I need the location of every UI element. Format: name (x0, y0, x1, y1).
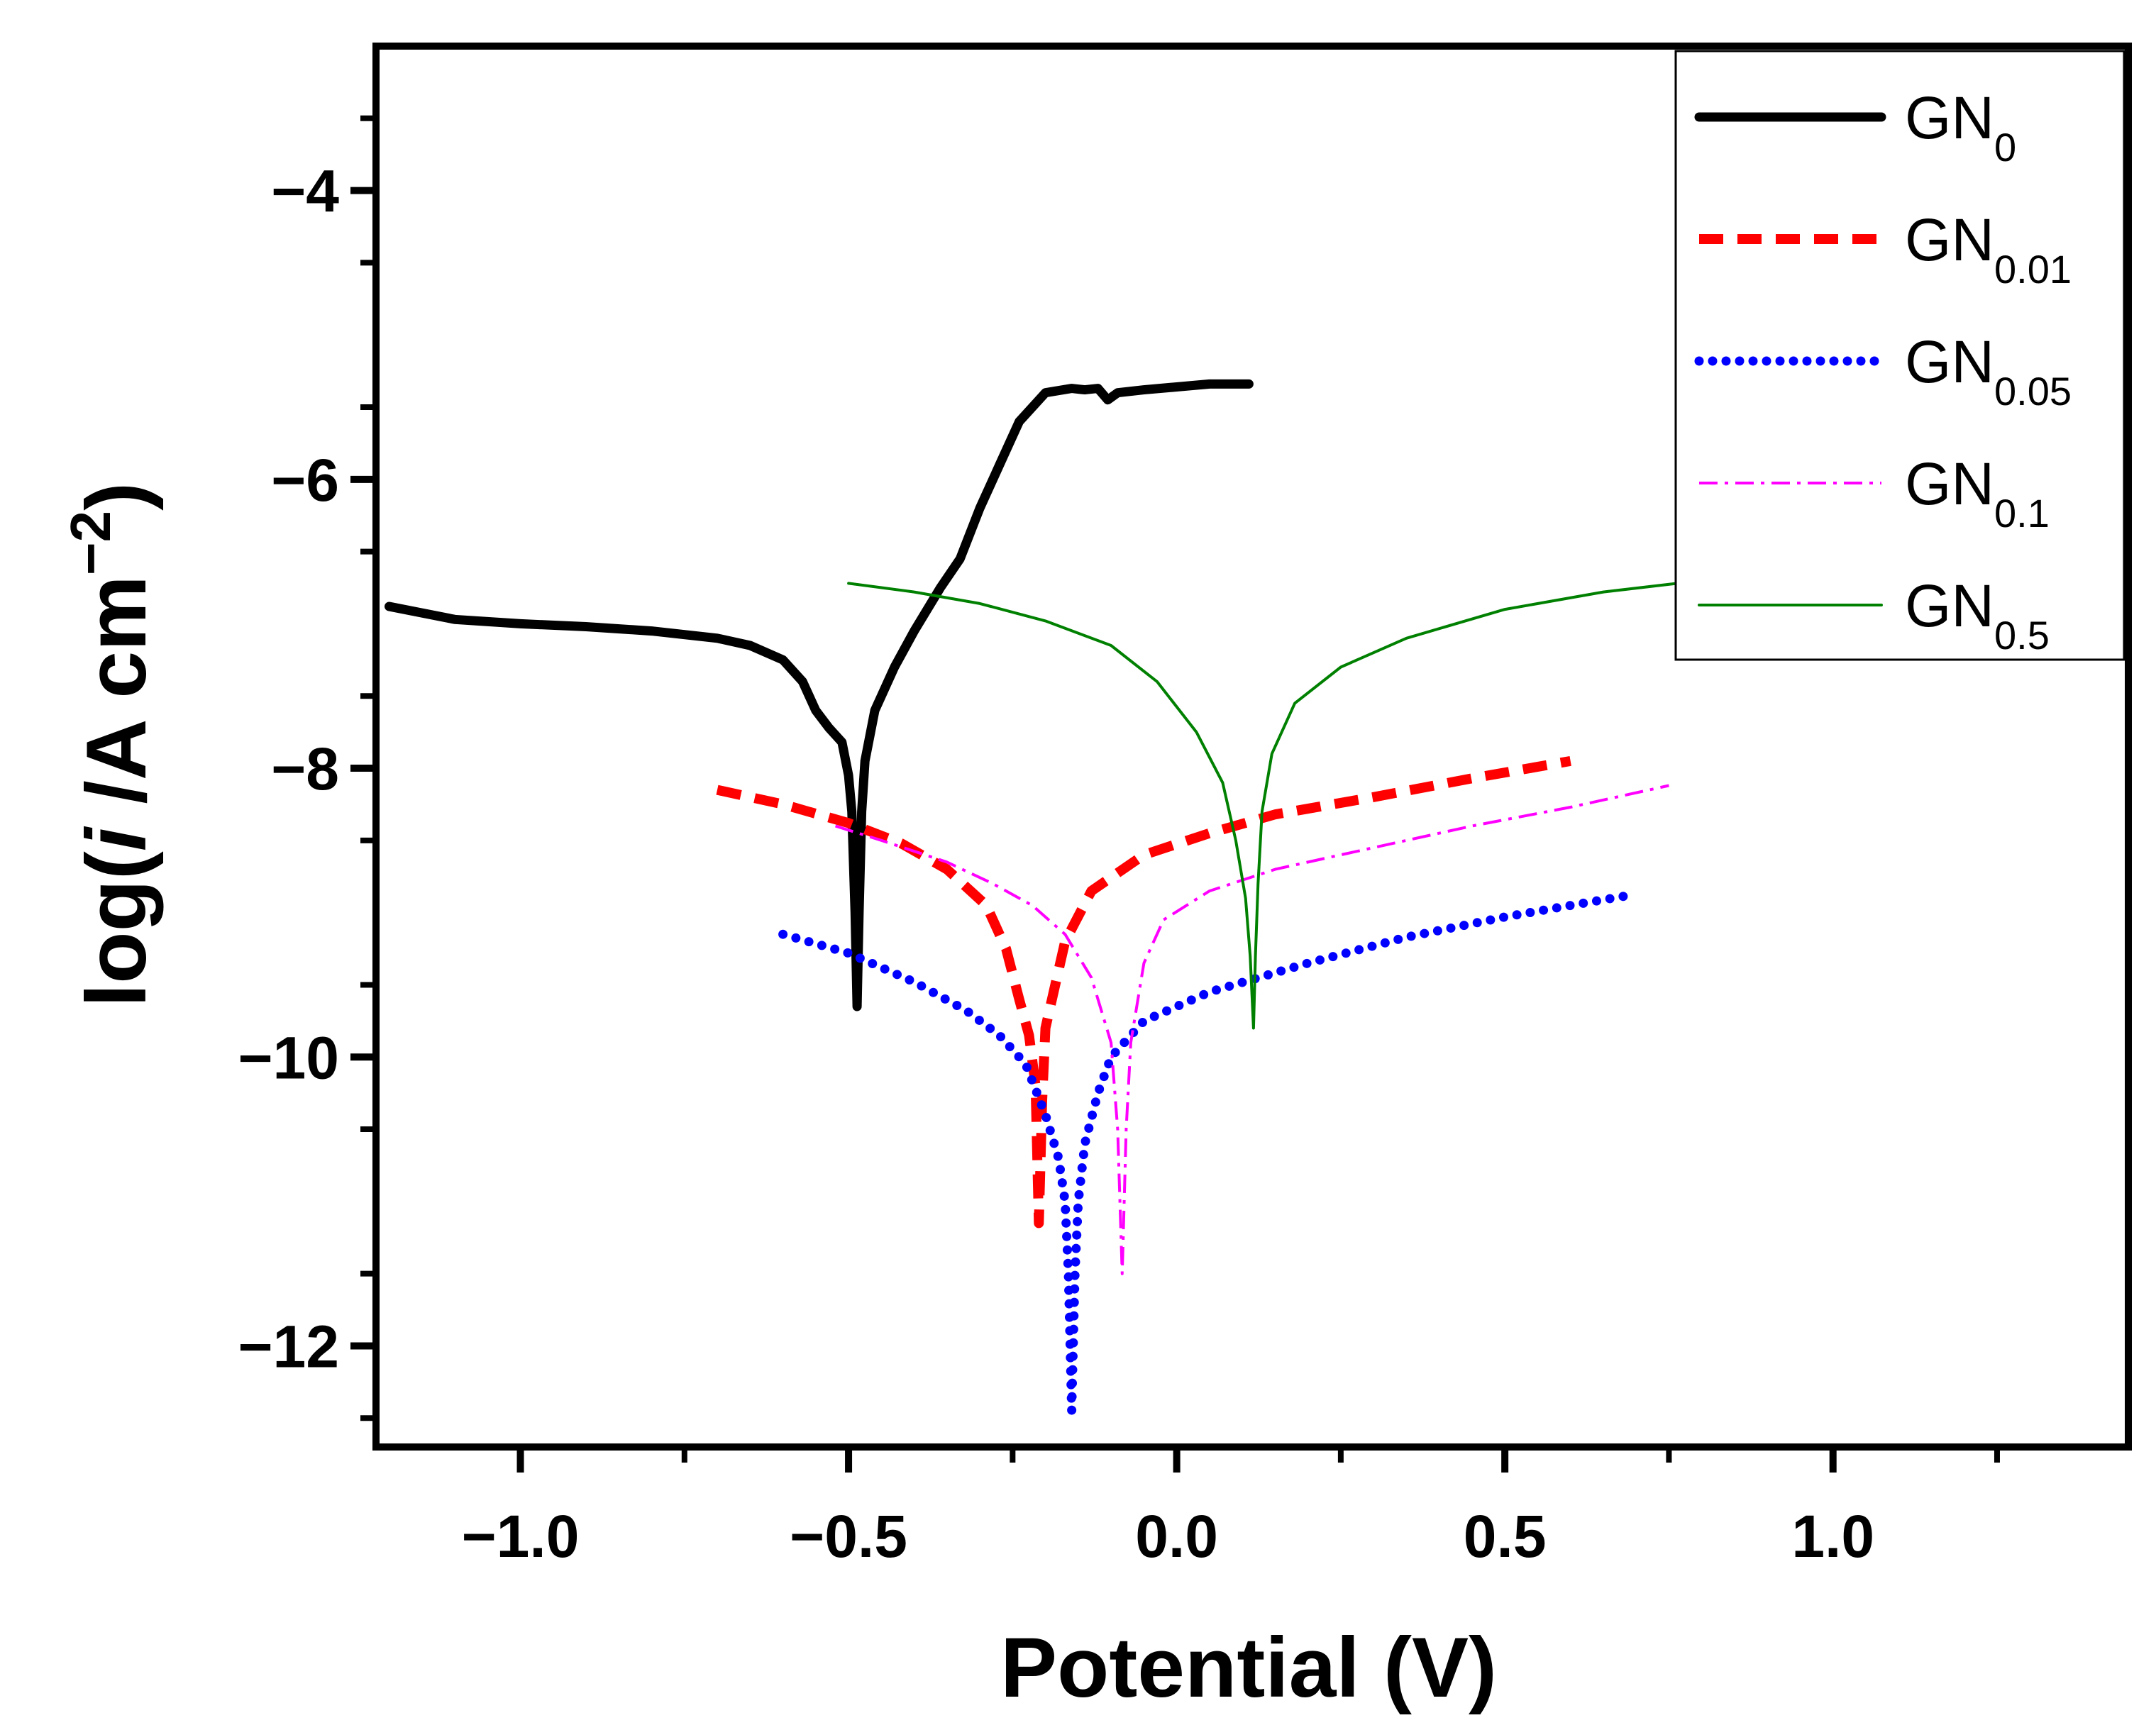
legend-label-base: GN (1905, 206, 1994, 273)
legend-label-base: GN (1905, 328, 1994, 395)
major-ticks (350, 187, 1837, 1473)
legend-label-subscript: 0 (1994, 125, 2016, 170)
series-line-0-05 (778, 890, 1635, 1416)
y-axis-title-prefix: log( (69, 851, 164, 1007)
y-tick-label: −12 (238, 1313, 340, 1380)
plot-frame (372, 43, 2132, 1451)
legend-label-subscript: 0.5 (1994, 613, 2050, 658)
legend-label-base: GN (1905, 84, 1994, 151)
y-axis-title-variable: i (69, 826, 164, 851)
series-line-0 (385, 379, 1254, 1011)
legend-label-subscript: 0.01 (1994, 247, 2072, 292)
y-tick-label: −4 (271, 158, 339, 225)
legend-label: GN0.5 (1905, 572, 2050, 658)
legend-label-subscript: 0.05 (1994, 369, 2072, 414)
x-tick-label: −1.0 (462, 1503, 580, 1570)
legend-box (1674, 50, 2125, 661)
x-tick-label: −0.5 (790, 1503, 907, 1570)
legend-label-subscript: 0.1 (1994, 491, 2050, 536)
y-axis-title-suffix: ) (69, 482, 164, 511)
legend-label: GN0.05 (1905, 328, 2072, 414)
series-layer (385, 379, 1703, 1416)
y-tick-label: −6 (271, 447, 339, 514)
x-tick-label: 0.0 (1135, 1503, 1218, 1570)
y-tick-label: −10 (238, 1024, 340, 1091)
y-axis-title: log(i /A cm−2) (59, 482, 164, 1007)
x-axis-title: Potential (V) (1000, 1620, 1497, 1715)
x-tick-label: 0.5 (1464, 1503, 1547, 1570)
y-axis-title-exponent: −2 (59, 511, 122, 575)
series-line-0-1 (835, 784, 1669, 1275)
legend-label: GN0 (1905, 84, 2016, 170)
series-line-0-01 (716, 756, 1571, 1229)
series-line-0-5 (847, 579, 1703, 1030)
y-axis-title-unit: /A cm (69, 575, 164, 828)
legend-label-base: GN (1905, 450, 1994, 517)
y-tick-label: −8 (271, 736, 339, 802)
legend-label: GN0.1 (1905, 450, 2050, 536)
legend-label: GN0.01 (1905, 206, 2072, 292)
x-tick-labels: −1.0 −0.5 0.0 0.5 1.0 (462, 1503, 1874, 1570)
x-tick-label: 1.0 (1791, 1503, 1874, 1570)
legend-label-base: GN (1905, 572, 1994, 639)
y-tick-labels: −4 −6 −8 −10 −12 (238, 158, 340, 1380)
